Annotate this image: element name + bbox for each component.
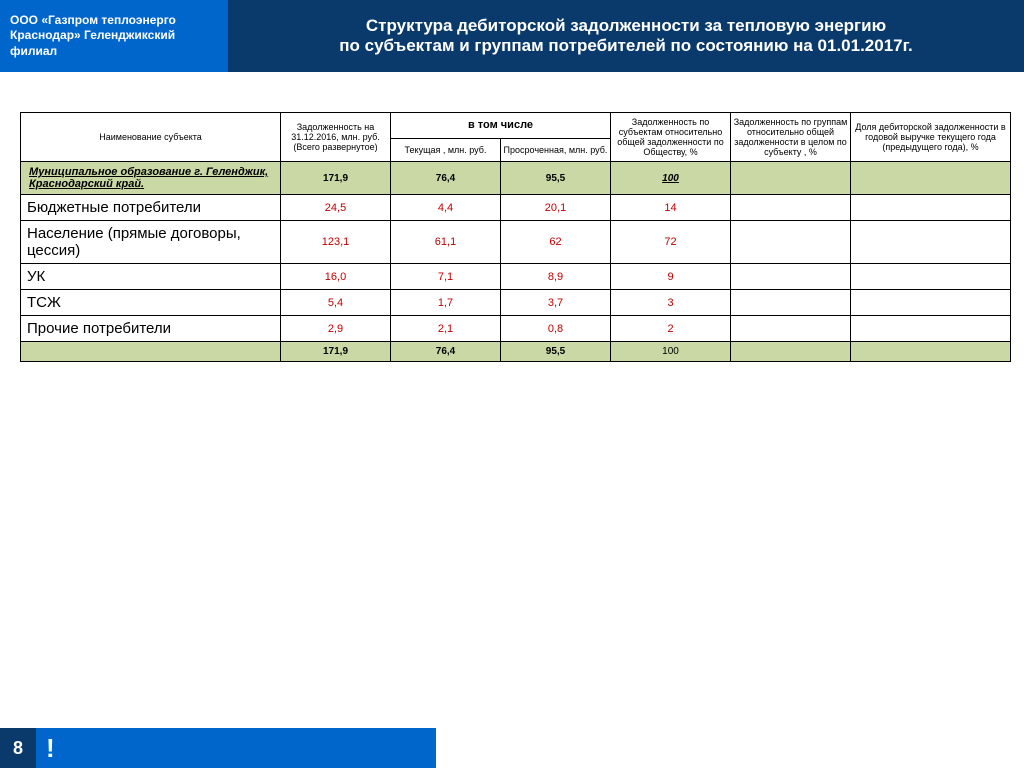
hl-share-rev xyxy=(851,162,1011,195)
col-overdue-header: Просроченная, млн. руб. xyxy=(501,138,611,161)
table-row: ТСЖ 5,4 1,7 3,7 3 xyxy=(21,290,1011,316)
hl-name: Муниципальное образование г. Геленджик, … xyxy=(21,162,281,195)
row-name: Прочие потребители xyxy=(21,316,281,342)
footer-mark: ! xyxy=(36,728,436,768)
row-current: 61,1 xyxy=(391,221,501,264)
row-debt: 2,9 xyxy=(281,316,391,342)
col-including-header: в том числе xyxy=(391,113,611,139)
col-share-subj-header: Задолженность по субъектам относительно … xyxy=(611,113,731,162)
hl-current: 76,4 xyxy=(391,162,501,195)
page-number: 8 xyxy=(0,728,36,768)
row-name: УК xyxy=(21,264,281,290)
hl-debt: 171,9 xyxy=(281,162,391,195)
table-row: Прочие потребители 2,9 2,1 0,8 2 xyxy=(21,316,1011,342)
row-overdue: 3,7 xyxy=(501,290,611,316)
header-bar: ООО «Газпром теплоэнерго Краснодар» Геле… xyxy=(0,0,1024,72)
col-share-rev-header: Доля дебиторской задолженности в годовой… xyxy=(851,113,1011,162)
row-debt: 5,4 xyxy=(281,290,391,316)
total-current: 76,4 xyxy=(391,342,501,362)
row-share-subj: 2 xyxy=(611,316,731,342)
total-share-group xyxy=(731,342,851,362)
total-share-subj: 100 xyxy=(611,342,731,362)
row-overdue: 0,8 xyxy=(501,316,611,342)
row-name: Бюджетные потребители xyxy=(21,195,281,221)
title-line-1: Структура дебиторской задолженности за т… xyxy=(248,16,1004,36)
footer-bar: 8 ! xyxy=(0,728,436,768)
row-share-rev xyxy=(851,195,1011,221)
title-line-2: по субъектам и группам потребителей по с… xyxy=(248,36,1004,56)
table-row: Население (прямые договоры, цессия) 123,… xyxy=(21,221,1011,264)
hl-share-group xyxy=(731,162,851,195)
row-current: 2,1 xyxy=(391,316,501,342)
total-debt: 171,9 xyxy=(281,342,391,362)
row-name: ТСЖ xyxy=(21,290,281,316)
row-share-rev xyxy=(851,290,1011,316)
page-title: Структура дебиторской задолженности за т… xyxy=(228,0,1024,72)
total-overdue: 95,5 xyxy=(501,342,611,362)
hl-overdue: 95,5 xyxy=(501,162,611,195)
row-share-group xyxy=(731,221,851,264)
row-current: 1,7 xyxy=(391,290,501,316)
total-row: 171,9 76,4 95,5 100 xyxy=(21,342,1011,362)
row-share-rev xyxy=(851,264,1011,290)
row-current: 4,4 xyxy=(391,195,501,221)
col-current-header: Текущая , млн. руб. xyxy=(391,138,501,161)
row-share-rev xyxy=(851,221,1011,264)
content-area: Наименование субъекта Задолженность на 3… xyxy=(0,72,1024,362)
row-share-group xyxy=(731,195,851,221)
total-name xyxy=(21,342,281,362)
row-share-group xyxy=(731,290,851,316)
total-share-rev xyxy=(851,342,1011,362)
row-current: 7,1 xyxy=(391,264,501,290)
row-share-group xyxy=(731,264,851,290)
row-debt: 16,0 xyxy=(281,264,391,290)
row-overdue: 8,9 xyxy=(501,264,611,290)
debt-table: Наименование субъекта Задолженность на 3… xyxy=(20,112,1011,362)
col-debt-header: Задолженность на 31.12.2016, млн. руб. (… xyxy=(281,113,391,162)
table-row: УК 16,0 7,1 8,9 9 xyxy=(21,264,1011,290)
row-debt: 123,1 xyxy=(281,221,391,264)
highlight-row: Муниципальное образование г. Геленджик, … xyxy=(21,162,1011,195)
org-name: ООО «Газпром теплоэнерго Краснодар» Геле… xyxy=(0,0,228,72)
row-share-subj: 14 xyxy=(611,195,731,221)
row-overdue: 20,1 xyxy=(501,195,611,221)
col-name-header: Наименование субъекта xyxy=(21,113,281,162)
row-overdue: 62 xyxy=(501,221,611,264)
table-row: Бюджетные потребители 24,5 4,4 20,1 14 xyxy=(21,195,1011,221)
row-share-group xyxy=(731,316,851,342)
table-body: Муниципальное образование г. Геленджик, … xyxy=(21,162,1011,362)
col-share-group-header: Задолженность по группам относительно об… xyxy=(731,113,851,162)
row-share-subj: 3 xyxy=(611,290,731,316)
row-share-subj: 72 xyxy=(611,221,731,264)
row-name: Население (прямые договоры, цессия) xyxy=(21,221,281,264)
hl-share-subj: 100 xyxy=(611,162,731,195)
row-share-subj: 9 xyxy=(611,264,731,290)
row-debt: 24,5 xyxy=(281,195,391,221)
row-share-rev xyxy=(851,316,1011,342)
table-head: Наименование субъекта Задолженность на 3… xyxy=(21,113,1011,162)
